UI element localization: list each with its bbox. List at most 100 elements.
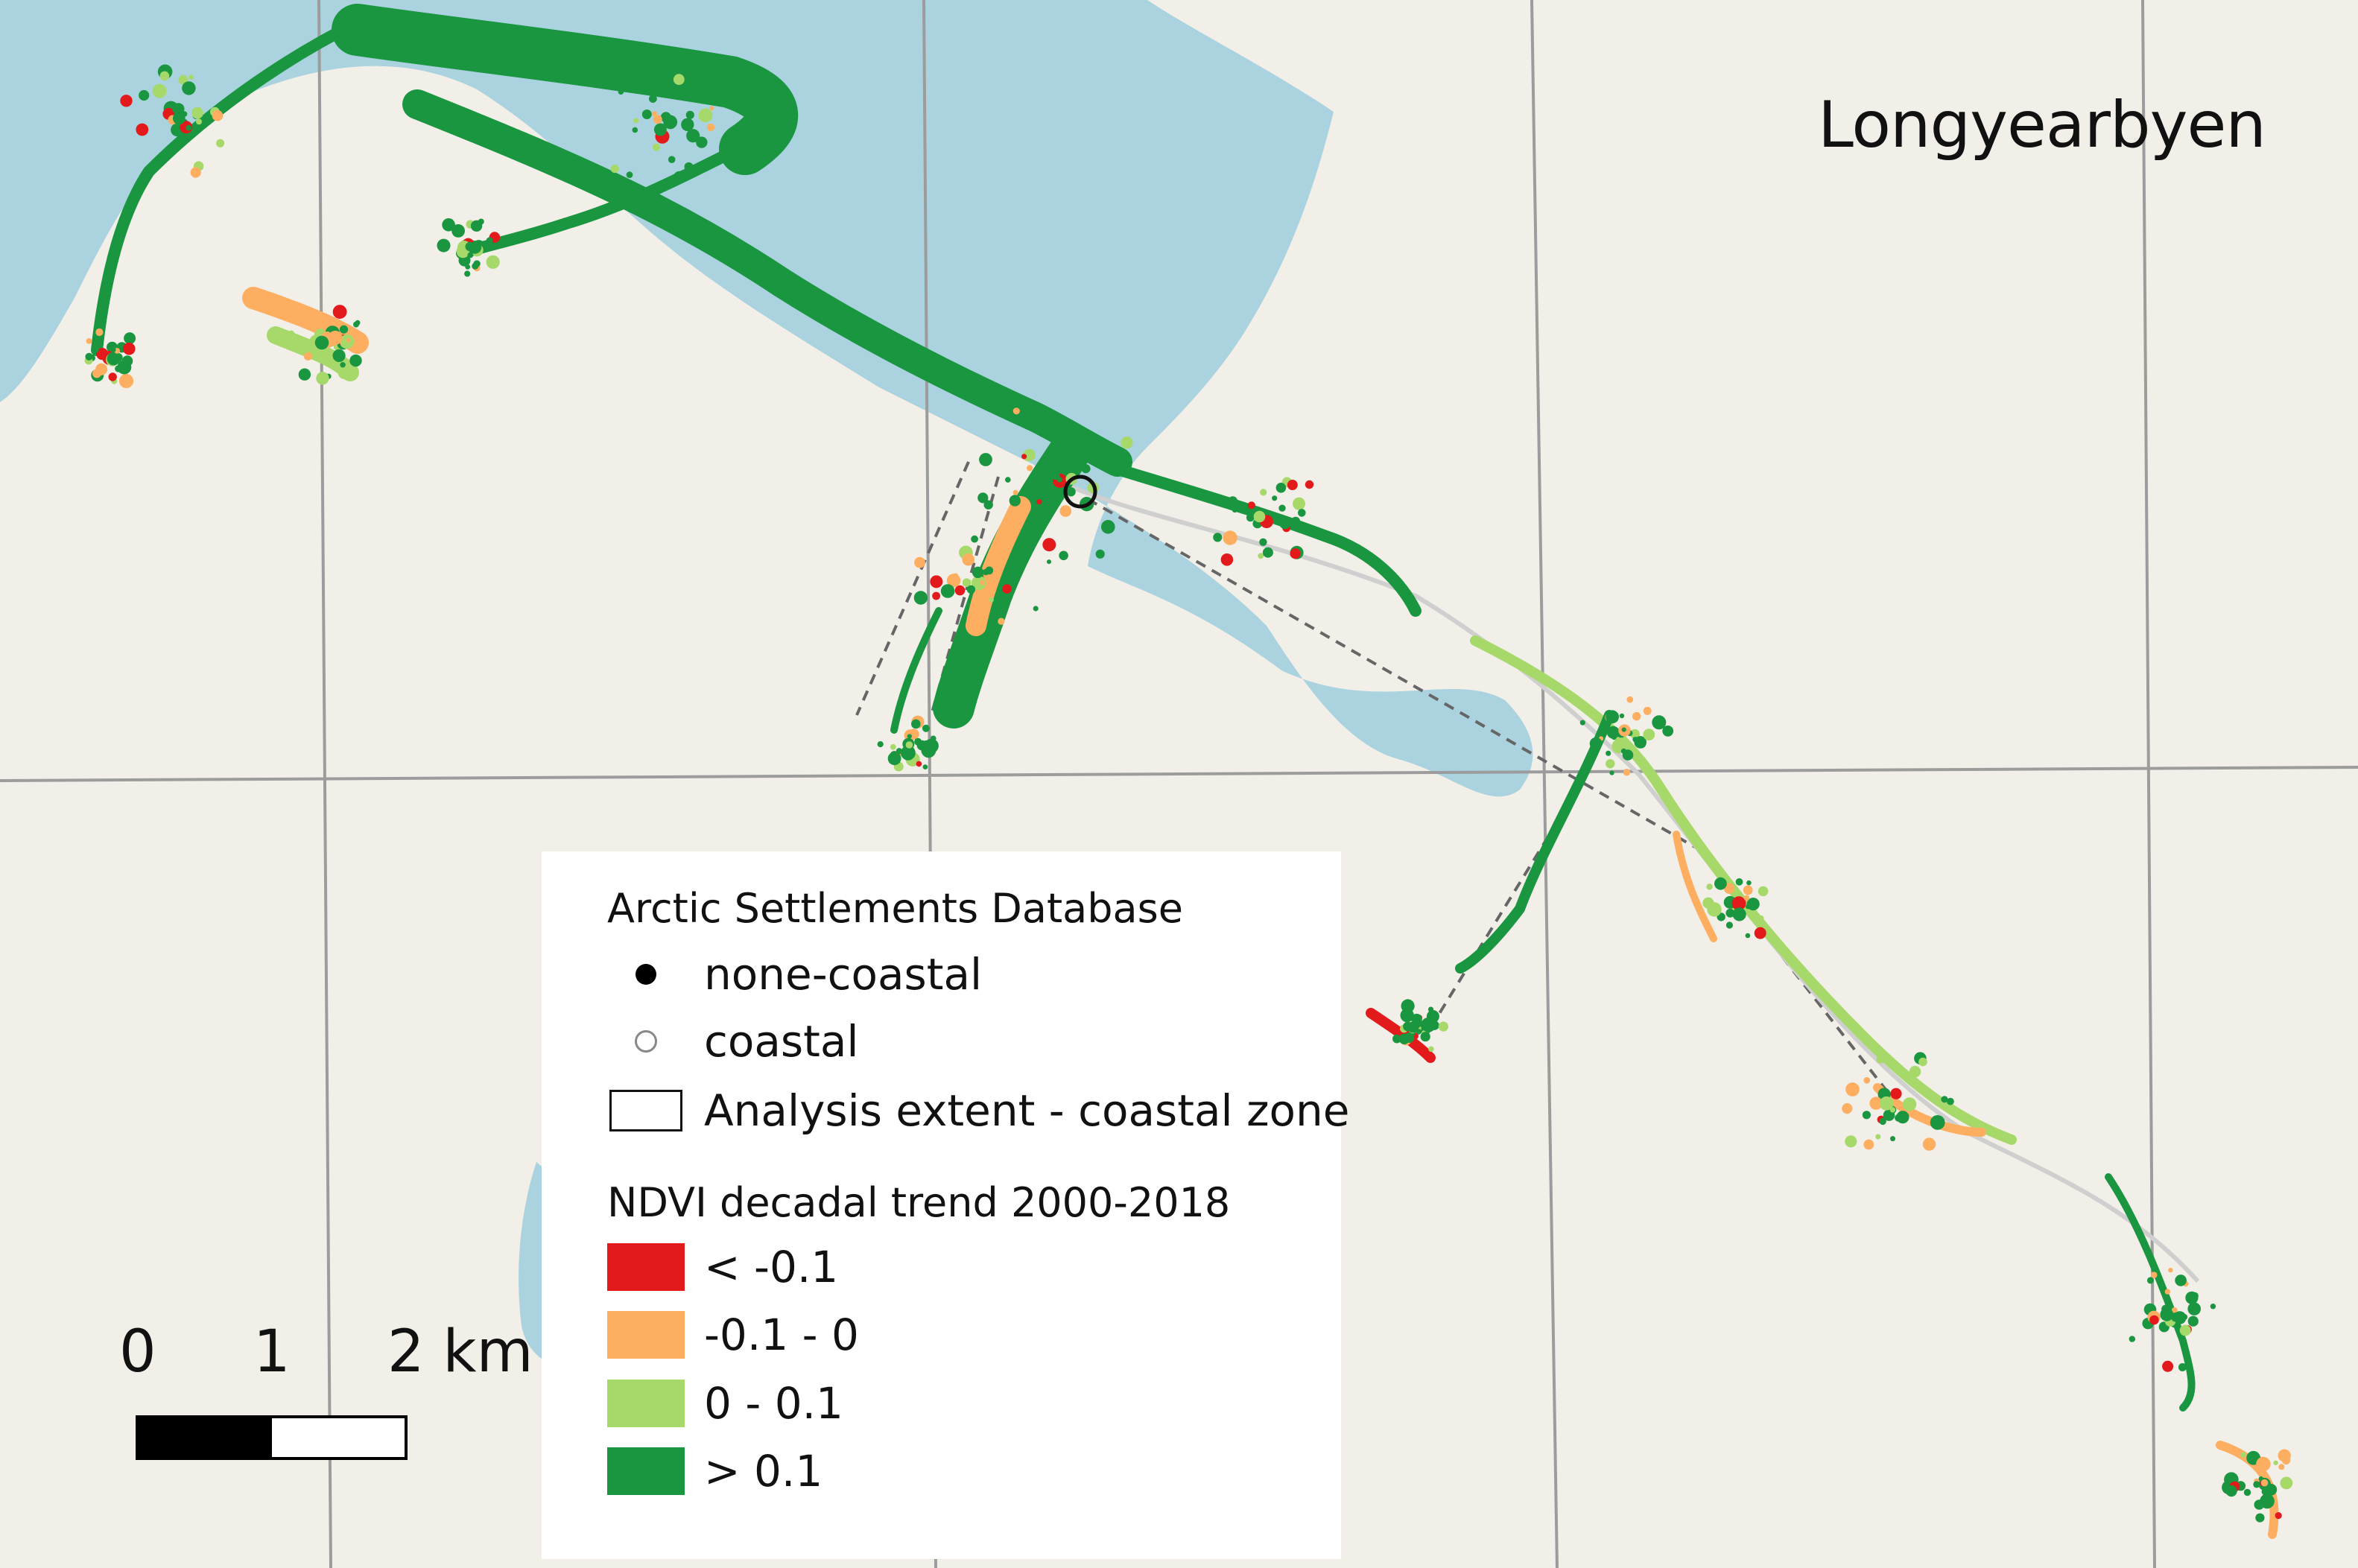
ndvi-point bbox=[990, 611, 998, 619]
ndvi-point bbox=[1262, 547, 1273, 558]
ndvi-point bbox=[645, 86, 653, 95]
ndvi-point bbox=[1626, 696, 1634, 703]
ndvi-point bbox=[887, 752, 901, 766]
ndvi-point bbox=[1619, 713, 1625, 719]
ndvi-point bbox=[1033, 606, 1039, 612]
legend-item-label: none-coastal bbox=[704, 949, 983, 1000]
ndvi-point bbox=[117, 360, 132, 375]
ndvi-point bbox=[1947, 1097, 1954, 1105]
ndvi-point bbox=[1941, 1096, 1948, 1103]
ndvi-point bbox=[1002, 584, 1012, 594]
ndvi-point bbox=[1223, 530, 1237, 545]
ndvi-point bbox=[2187, 1302, 2201, 1315]
ndvi-point bbox=[663, 115, 678, 130]
ndvi-point bbox=[353, 321, 359, 328]
ndvi-point bbox=[1896, 1111, 1909, 1124]
ndvi-point bbox=[1579, 720, 1585, 726]
ndvi-point bbox=[1621, 727, 1626, 732]
scale-bar: 0 1 2 km bbox=[112, 1318, 533, 1467]
ndvi-point bbox=[1260, 489, 1267, 496]
ndvi-point bbox=[1889, 1107, 1896, 1113]
ndvi-point bbox=[1606, 759, 1615, 769]
fjord-water bbox=[0, 0, 1533, 797]
ndvi-point bbox=[1027, 465, 1033, 472]
ndvi-point bbox=[1014, 570, 1020, 575]
ndvi-point bbox=[1743, 895, 1750, 901]
ndvi-point bbox=[1253, 510, 1266, 523]
legend-item-coastal: coastal bbox=[607, 1015, 859, 1067]
ndvi-point bbox=[470, 220, 483, 232]
ndvi-point bbox=[2260, 1479, 2269, 1487]
ndvi-point bbox=[911, 719, 921, 729]
ndvi-point bbox=[972, 566, 984, 578]
ndvi-point bbox=[1046, 459, 1056, 470]
ndvi-point bbox=[1629, 729, 1640, 739]
legend-ndvi-class: -0.1 - 0 bbox=[607, 1309, 859, 1361]
ndvi-point bbox=[1890, 1136, 1895, 1142]
ndvi-point bbox=[159, 71, 170, 81]
ndvi-strip-south bbox=[2105, 1173, 2196, 1412]
ndvi-point bbox=[113, 353, 123, 362]
ndvi-point bbox=[641, 109, 652, 119]
ndvi-point bbox=[1095, 549, 1105, 559]
ndvi-point bbox=[94, 347, 99, 353]
scale-label-0: 0 bbox=[119, 1318, 156, 1386]
ndvi-point bbox=[1428, 1046, 1434, 1053]
ndvi-point bbox=[191, 107, 203, 119]
ndvi-point bbox=[649, 95, 657, 103]
ndvi-point bbox=[1745, 933, 1751, 939]
ndvi-point bbox=[1287, 480, 1298, 490]
ndvi-point bbox=[86, 338, 92, 344]
ndvi-point bbox=[706, 123, 715, 132]
ndvi-point bbox=[653, 115, 662, 124]
ndvi-point bbox=[1010, 554, 1016, 561]
map-legend: Arctic Settlements Database none-coastal… bbox=[542, 851, 1349, 1559]
ndvi-point bbox=[1050, 492, 1062, 504]
ndvi-point bbox=[332, 349, 346, 362]
ndvi-point bbox=[1036, 499, 1042, 505]
ndvi-point bbox=[323, 349, 328, 354]
ndvi-point bbox=[1246, 513, 1255, 522]
legend-title: Arctic Settlements Database bbox=[607, 885, 1183, 932]
ndvi-point bbox=[1890, 1088, 1902, 1099]
ndvi-point bbox=[635, 64, 641, 71]
ndvi-point bbox=[1634, 736, 1647, 749]
ndvi-point bbox=[1732, 907, 1746, 921]
ndvi-point bbox=[2210, 1304, 2216, 1310]
ndvi-point bbox=[1056, 477, 1062, 483]
ndvi-point bbox=[1632, 711, 1641, 721]
ndvi-point bbox=[1589, 737, 1603, 750]
ndvi-point bbox=[1081, 464, 1091, 474]
ndvi-point bbox=[108, 372, 117, 381]
ndvi-point bbox=[172, 112, 186, 125]
ndvi-point bbox=[633, 118, 639, 124]
ndvi-point bbox=[1702, 897, 1714, 909]
ndvi-point bbox=[110, 347, 116, 353]
ndvi-point bbox=[1290, 548, 1301, 559]
ndvi-point bbox=[901, 745, 916, 761]
settlement-marker-longyearbyen[interactable] bbox=[1063, 474, 1097, 509]
ndvi-point bbox=[2181, 1314, 2188, 1320]
ndvi-point bbox=[954, 585, 966, 596]
ndvi-point bbox=[2149, 1315, 2159, 1325]
legend-ndvi-title: NDVI decadal trend 2000-2018 bbox=[607, 1179, 1231, 1226]
ndvi-point bbox=[922, 724, 930, 732]
ndvi-point bbox=[1746, 880, 1752, 886]
ndvi-point bbox=[465, 264, 471, 270]
place-label-longyearbyen: Longyearbyen bbox=[1818, 88, 2266, 162]
ndvi-point bbox=[1258, 553, 1264, 559]
ndvi-point bbox=[123, 342, 136, 355]
ndvi-point bbox=[971, 535, 978, 543]
ndvi-point bbox=[303, 352, 312, 361]
ndvi-point bbox=[1606, 710, 1620, 724]
ndvi-strip-road-b bbox=[1455, 710, 1614, 974]
ndvi-point bbox=[1845, 1135, 1857, 1148]
ndvi-point bbox=[1725, 921, 1733, 929]
ndvi-point bbox=[1042, 538, 1056, 552]
ndvi-point bbox=[653, 123, 667, 136]
ndvi-point bbox=[2164, 1289, 2171, 1295]
ndvi-point bbox=[2275, 1512, 2282, 1520]
ndvi-point bbox=[1620, 748, 1626, 755]
ndvi-point bbox=[1407, 1021, 1419, 1033]
ndvi-point bbox=[1012, 407, 1020, 415]
